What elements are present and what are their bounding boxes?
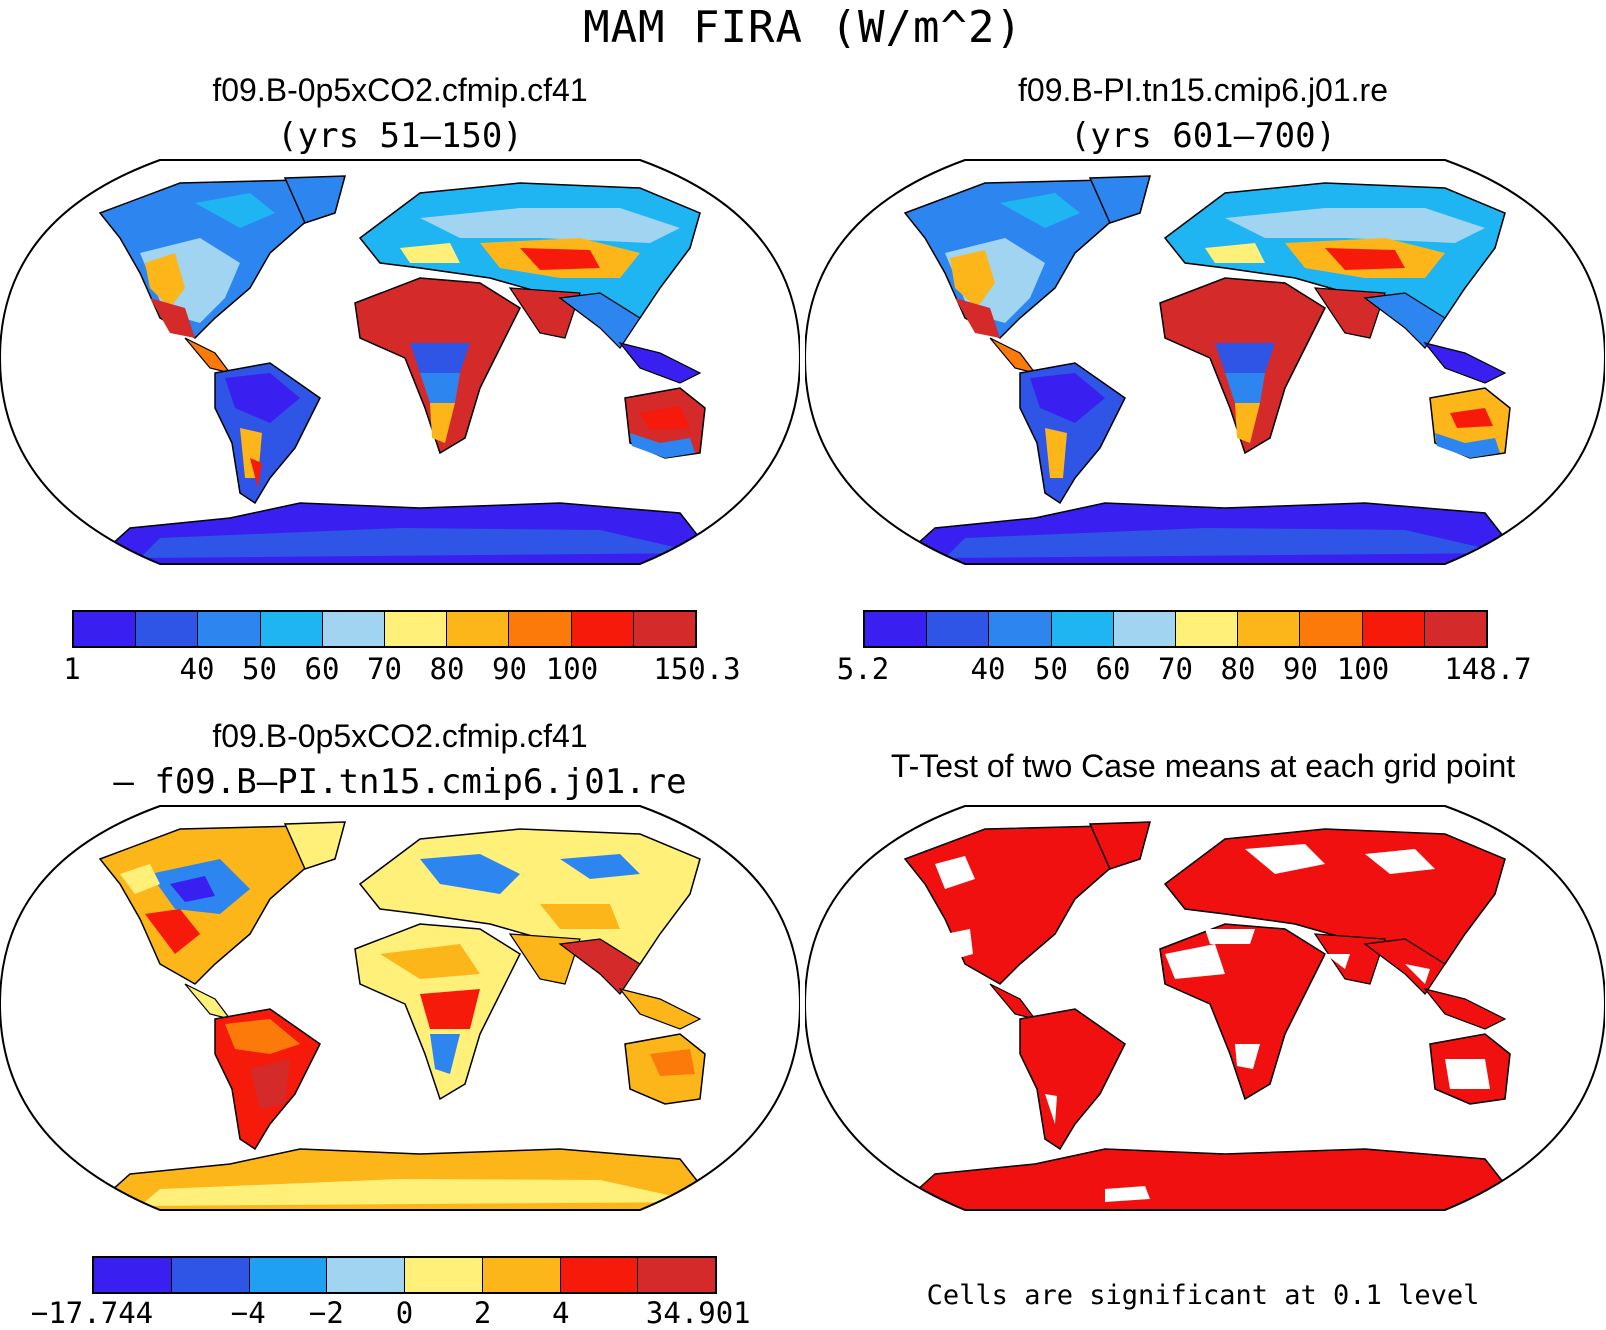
- colorbar-tick-label: 34.901: [645, 1296, 751, 1330]
- panel3-colorbar-swatch: [327, 1258, 405, 1292]
- colorbar-tick-label: 90: [1283, 652, 1318, 686]
- panel4-map: [805, 804, 1605, 1214]
- panel3-colorbar-swatch: [94, 1258, 172, 1292]
- figure-title: MAM FIRA (W/m^2): [583, 2, 1023, 53]
- panel1-title: f09.B-0p5xCO2.cfmip.cf41: [212, 72, 588, 108]
- colorbar-tick-label: 4: [552, 1296, 570, 1330]
- colorbar-tick-label: 2: [473, 1296, 492, 1330]
- panel2-colorbar-swatch: [927, 612, 990, 646]
- panel3-colorbar: [92, 1256, 717, 1294]
- colorbar-tick-label: 0: [395, 1296, 414, 1330]
- colorbar-tick-label: −4: [230, 1296, 266, 1330]
- panel2-colorbar-swatch: [989, 612, 1052, 646]
- panel1-colorbar-swatch: [447, 612, 510, 646]
- colorbar-tick-label: 40: [179, 652, 215, 686]
- panel3-colorbar-swatch: [560, 1258, 639, 1292]
- panel2-colorbar-swatch: [1051, 612, 1114, 646]
- panel3-map: [0, 804, 800, 1214]
- significance-fill: [893, 821, 1527, 1210]
- panel2-colorbar-swatch: [1176, 612, 1239, 646]
- panel1-colorbar-swatch: [571, 612, 634, 646]
- colorbar-tick-label: 100: [545, 652, 599, 686]
- colorbar-tick-label: 50: [242, 652, 277, 686]
- colorbar-tick-label: 148.7: [1444, 652, 1532, 686]
- panel2-colorbar-swatch: [1424, 612, 1487, 646]
- colorbar-tick-label: 80: [429, 652, 465, 686]
- panel3-colorbar-swatch: [638, 1258, 715, 1292]
- panel1-colorbar-swatch: [633, 612, 696, 646]
- panel1-colorbar-swatch: [136, 612, 199, 646]
- colorbar-tick-label: −2: [308, 1296, 344, 1330]
- colorbar-tick-label: 90: [492, 652, 527, 686]
- panel2-colorbar-swatch: [1362, 612, 1425, 646]
- panel3-colorbar-swatch: [171, 1258, 250, 1292]
- colorbar-tick-label: 70: [367, 652, 402, 686]
- colorbar-tick-label: 60: [304, 652, 340, 686]
- colorbar-tick-label: 1: [63, 652, 81, 686]
- panel1-colorbar-swatch: [385, 612, 448, 646]
- panel2-map: [805, 158, 1605, 568]
- panel1-colorbar: [72, 610, 697, 648]
- panel4-title: T-Test of two Case means at each grid po…: [890, 748, 1516, 784]
- panel1-colorbar-swatch: [74, 612, 137, 646]
- colorbar-tick-label: 50: [1033, 652, 1068, 686]
- panel2-colorbar-swatch: [1238, 612, 1301, 646]
- panel2-title: f09.B-PI.tn15.cmip6.j01.re: [1018, 72, 1388, 108]
- panel3-subtitle: – f09.B–PI.tn15.cmip6.j01.re: [113, 762, 687, 802]
- colorbar-tick-label: 60: [1095, 652, 1131, 686]
- colorbar-tick-label: 40: [970, 652, 1006, 686]
- colorbar-tick-label: 80: [1220, 652, 1256, 686]
- panel1-colorbar-labels: 1 40 50 60 70 80 90 100 150.3: [63, 652, 740, 688]
- panel1-colorbar-swatch: [260, 612, 323, 646]
- panel1-map: [0, 158, 800, 568]
- panel1-colorbar-swatch: [198, 612, 261, 646]
- panel3-colorbar-labels: −17.744 −4 −2 0 2 4 34.901: [31, 1296, 751, 1330]
- panel3-title: f09.B-0p5xCO2.cfmip.cf41: [212, 718, 588, 754]
- colorbar-tick-label: 100: [1336, 652, 1390, 686]
- colorbar-tick-label: 5.2: [836, 652, 890, 686]
- panel2-colorbar-swatch: [1113, 612, 1177, 646]
- panel3-colorbar-swatch: [405, 1258, 483, 1292]
- colorbar-tick-label: 70: [1158, 652, 1193, 686]
- panel3-colorbar-swatch: [249, 1258, 328, 1292]
- panel1-subtitle: (yrs 51–150): [277, 116, 523, 156]
- panel2-colorbar: [863, 610, 1488, 648]
- colorbar-tick-label: −17.744: [30, 1296, 154, 1330]
- panel1-colorbar-swatch: [322, 612, 386, 646]
- panel2-colorbar-swatch: [865, 612, 928, 646]
- panel2-subtitle: (yrs 601–700): [1069, 116, 1337, 156]
- panel1-colorbar-swatch: [509, 612, 572, 646]
- panel2-colorbar-labels: 5.2 40 50 60 70 80 90 100 148.7: [837, 652, 1532, 688]
- panel3-colorbar-swatch: [482, 1258, 561, 1292]
- colorbar-tick-label: 150.3: [653, 652, 741, 686]
- panel2-colorbar-swatch: [1300, 612, 1363, 646]
- significance-note: Cells are significant at 0.1 level: [926, 1280, 1480, 1311]
